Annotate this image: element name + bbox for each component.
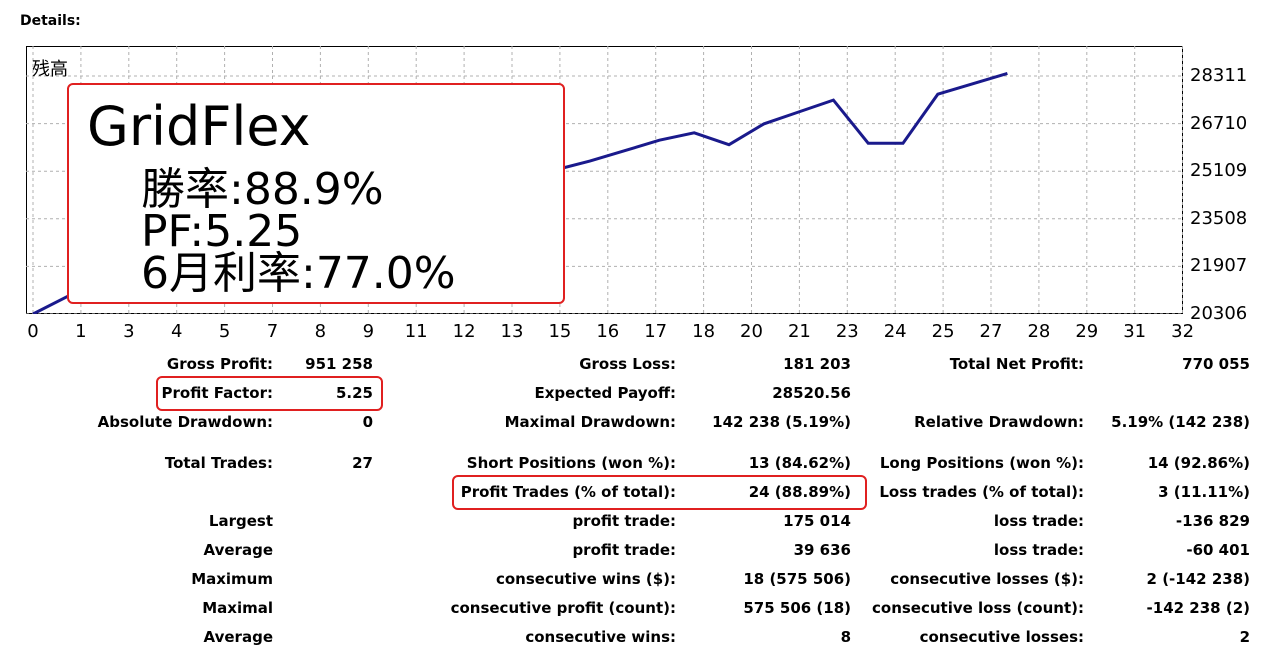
y-tick-label: 23508 bbox=[1190, 207, 1248, 229]
short-positions-value: 13 (84.62%) bbox=[748, 454, 851, 472]
x-tick-label: 16 bbox=[596, 321, 620, 342]
maximal-cons-loss-label: consecutive loss (count): bbox=[872, 599, 1084, 617]
profit-factor-label: Profit Factor: bbox=[161, 384, 273, 402]
absolute-drawdown-value: 0 bbox=[362, 413, 373, 431]
x-tick-label: 5 bbox=[218, 321, 231, 342]
gross-profit-value: 951 258 bbox=[305, 355, 373, 373]
x-tick-label: 23 bbox=[835, 321, 859, 342]
avg-cons-wins-label: consecutive wins: bbox=[525, 628, 676, 646]
largest-profit-value: 175 014 bbox=[783, 512, 851, 530]
y-tick-label: 21907 bbox=[1190, 255, 1248, 277]
x-tick-label: 4 bbox=[170, 321, 183, 342]
total-trades-value: 27 bbox=[352, 454, 373, 472]
maximum-label: Maximum bbox=[191, 570, 273, 588]
profit-factor-value: 5.25 bbox=[335, 384, 373, 402]
maximal-drawdown-label: Maximal Drawdown: bbox=[504, 413, 676, 431]
y-tick-label: 28311 bbox=[1190, 65, 1248, 86]
avg-cons-losses-label: consecutive losses: bbox=[919, 628, 1084, 646]
largest-loss-value: -136 829 bbox=[1175, 512, 1250, 530]
average-loss-label: loss trade: bbox=[993, 541, 1084, 559]
long-positions-value: 14 (92.86%) bbox=[1147, 454, 1250, 472]
summary-overlay: GridFlex 勝率:88.9% PF:5.25 6月利率:77.0% bbox=[67, 83, 565, 304]
loss-trades-value: 3 (11.11%) bbox=[1158, 483, 1250, 501]
maximal-cons-profit-value: 575 506 (18) bbox=[743, 599, 851, 617]
maximal-drawdown-value: 142 238 (5.19%) bbox=[712, 413, 851, 431]
x-tick-label: 31 bbox=[1123, 321, 1147, 342]
y-tick-label: 25109 bbox=[1190, 160, 1248, 182]
x-tick-label: 28 bbox=[1027, 321, 1051, 342]
maximal-label: Maximal bbox=[202, 599, 273, 617]
x-tick-label: 17 bbox=[644, 321, 668, 342]
profit-factor-highlight bbox=[156, 376, 383, 411]
absolute-drawdown-label: Absolute Drawdown: bbox=[97, 413, 273, 431]
x-tick-label: 0 bbox=[27, 321, 39, 342]
largest-loss-label: loss trade: bbox=[993, 512, 1084, 530]
net-profit-label: Total Net Profit: bbox=[949, 355, 1084, 373]
largest-profit-label: profit trade: bbox=[572, 512, 676, 530]
profit-trades-label: Profit Trades (% of total): bbox=[460, 483, 676, 501]
average-label: Average bbox=[203, 541, 273, 559]
average2-label: Average bbox=[203, 628, 273, 646]
x-tick-label: 8 bbox=[314, 321, 327, 342]
x-tick-label: 12 bbox=[452, 321, 476, 342]
x-tick-label: 3 bbox=[123, 321, 135, 342]
average-profit-value: 39 636 bbox=[793, 541, 851, 559]
avg-cons-losses-value: 2 bbox=[1239, 628, 1250, 646]
x-tick-label: 27 bbox=[979, 321, 1003, 342]
y-tick-label: 20306 bbox=[1190, 303, 1248, 324]
average-profit-label: profit trade: bbox=[572, 541, 676, 559]
x-tick-label: 32 bbox=[1171, 321, 1195, 342]
overlay-pf: PF:5.25 bbox=[141, 206, 303, 257]
net-profit-value: 770 055 bbox=[1182, 355, 1250, 373]
overlay-win-rate: 勝率:88.9% bbox=[141, 164, 384, 215]
balance-series-line bbox=[32, 71, 1008, 314]
max-cons-wins-value: 18 (575 506) bbox=[743, 570, 851, 588]
x-tick-label: 15 bbox=[548, 321, 572, 342]
expected-payoff-label: Expected Payoff: bbox=[534, 384, 676, 402]
x-tick-label: 20 bbox=[740, 321, 763, 342]
gross-loss-value: 181 203 bbox=[783, 355, 851, 373]
profit-trades-value: 24 (88.89%) bbox=[748, 483, 851, 501]
x-tick-label: 1 bbox=[75, 321, 87, 342]
overlay-title: GridFlex bbox=[87, 95, 311, 158]
maximal-cons-profit-label: consecutive profit (count): bbox=[450, 599, 676, 617]
x-tick-label: 7 bbox=[266, 321, 279, 342]
gross-profit-label: Gross Profit: bbox=[166, 355, 273, 373]
loss-trades-label: Loss trades (% of total): bbox=[879, 483, 1084, 501]
chart-series-label: 残高 bbox=[32, 59, 68, 80]
details-heading: Details: bbox=[20, 13, 81, 29]
long-positions-label: Long Positions (won %): bbox=[879, 454, 1084, 472]
max-cons-wins-label: consecutive wins ($): bbox=[495, 570, 676, 588]
expected-payoff-value: 28520.56 bbox=[772, 384, 851, 402]
total-trades-label: Total Trades: bbox=[164, 454, 273, 472]
profit-trades-highlight bbox=[452, 475, 867, 510]
x-tick-label: 21 bbox=[787, 321, 811, 342]
average-loss-value: -60 401 bbox=[1186, 541, 1250, 559]
x-tick-label: 29 bbox=[1075, 321, 1099, 342]
x-tick-label: 25 bbox=[931, 321, 955, 342]
short-positions-label: Short Positions (won %): bbox=[466, 454, 676, 472]
x-tick-label: 24 bbox=[883, 321, 907, 342]
y-tick-label: 26710 bbox=[1190, 112, 1248, 134]
relative-drawdown-value: 5.19% (142 238) bbox=[1111, 413, 1250, 431]
x-tick-label: 9 bbox=[362, 321, 375, 342]
max-cons-losses-value: 2 (-142 238) bbox=[1146, 570, 1250, 588]
x-tick-label: 11 bbox=[404, 321, 428, 342]
avg-cons-wins-value: 8 bbox=[840, 628, 851, 646]
maximal-cons-loss-value: -142 238 (2) bbox=[1146, 599, 1250, 617]
max-cons-losses-label: consecutive losses ($): bbox=[890, 570, 1084, 588]
relative-drawdown-label: Relative Drawdown: bbox=[914, 413, 1084, 431]
largest-label: Largest bbox=[208, 512, 273, 530]
overlay-monthly-rate: 6月利率:77.0% bbox=[141, 248, 456, 299]
x-tick-label: 13 bbox=[500, 321, 524, 342]
x-tick-label: 18 bbox=[692, 321, 716, 342]
gross-loss-label: Gross Loss: bbox=[579, 355, 676, 373]
